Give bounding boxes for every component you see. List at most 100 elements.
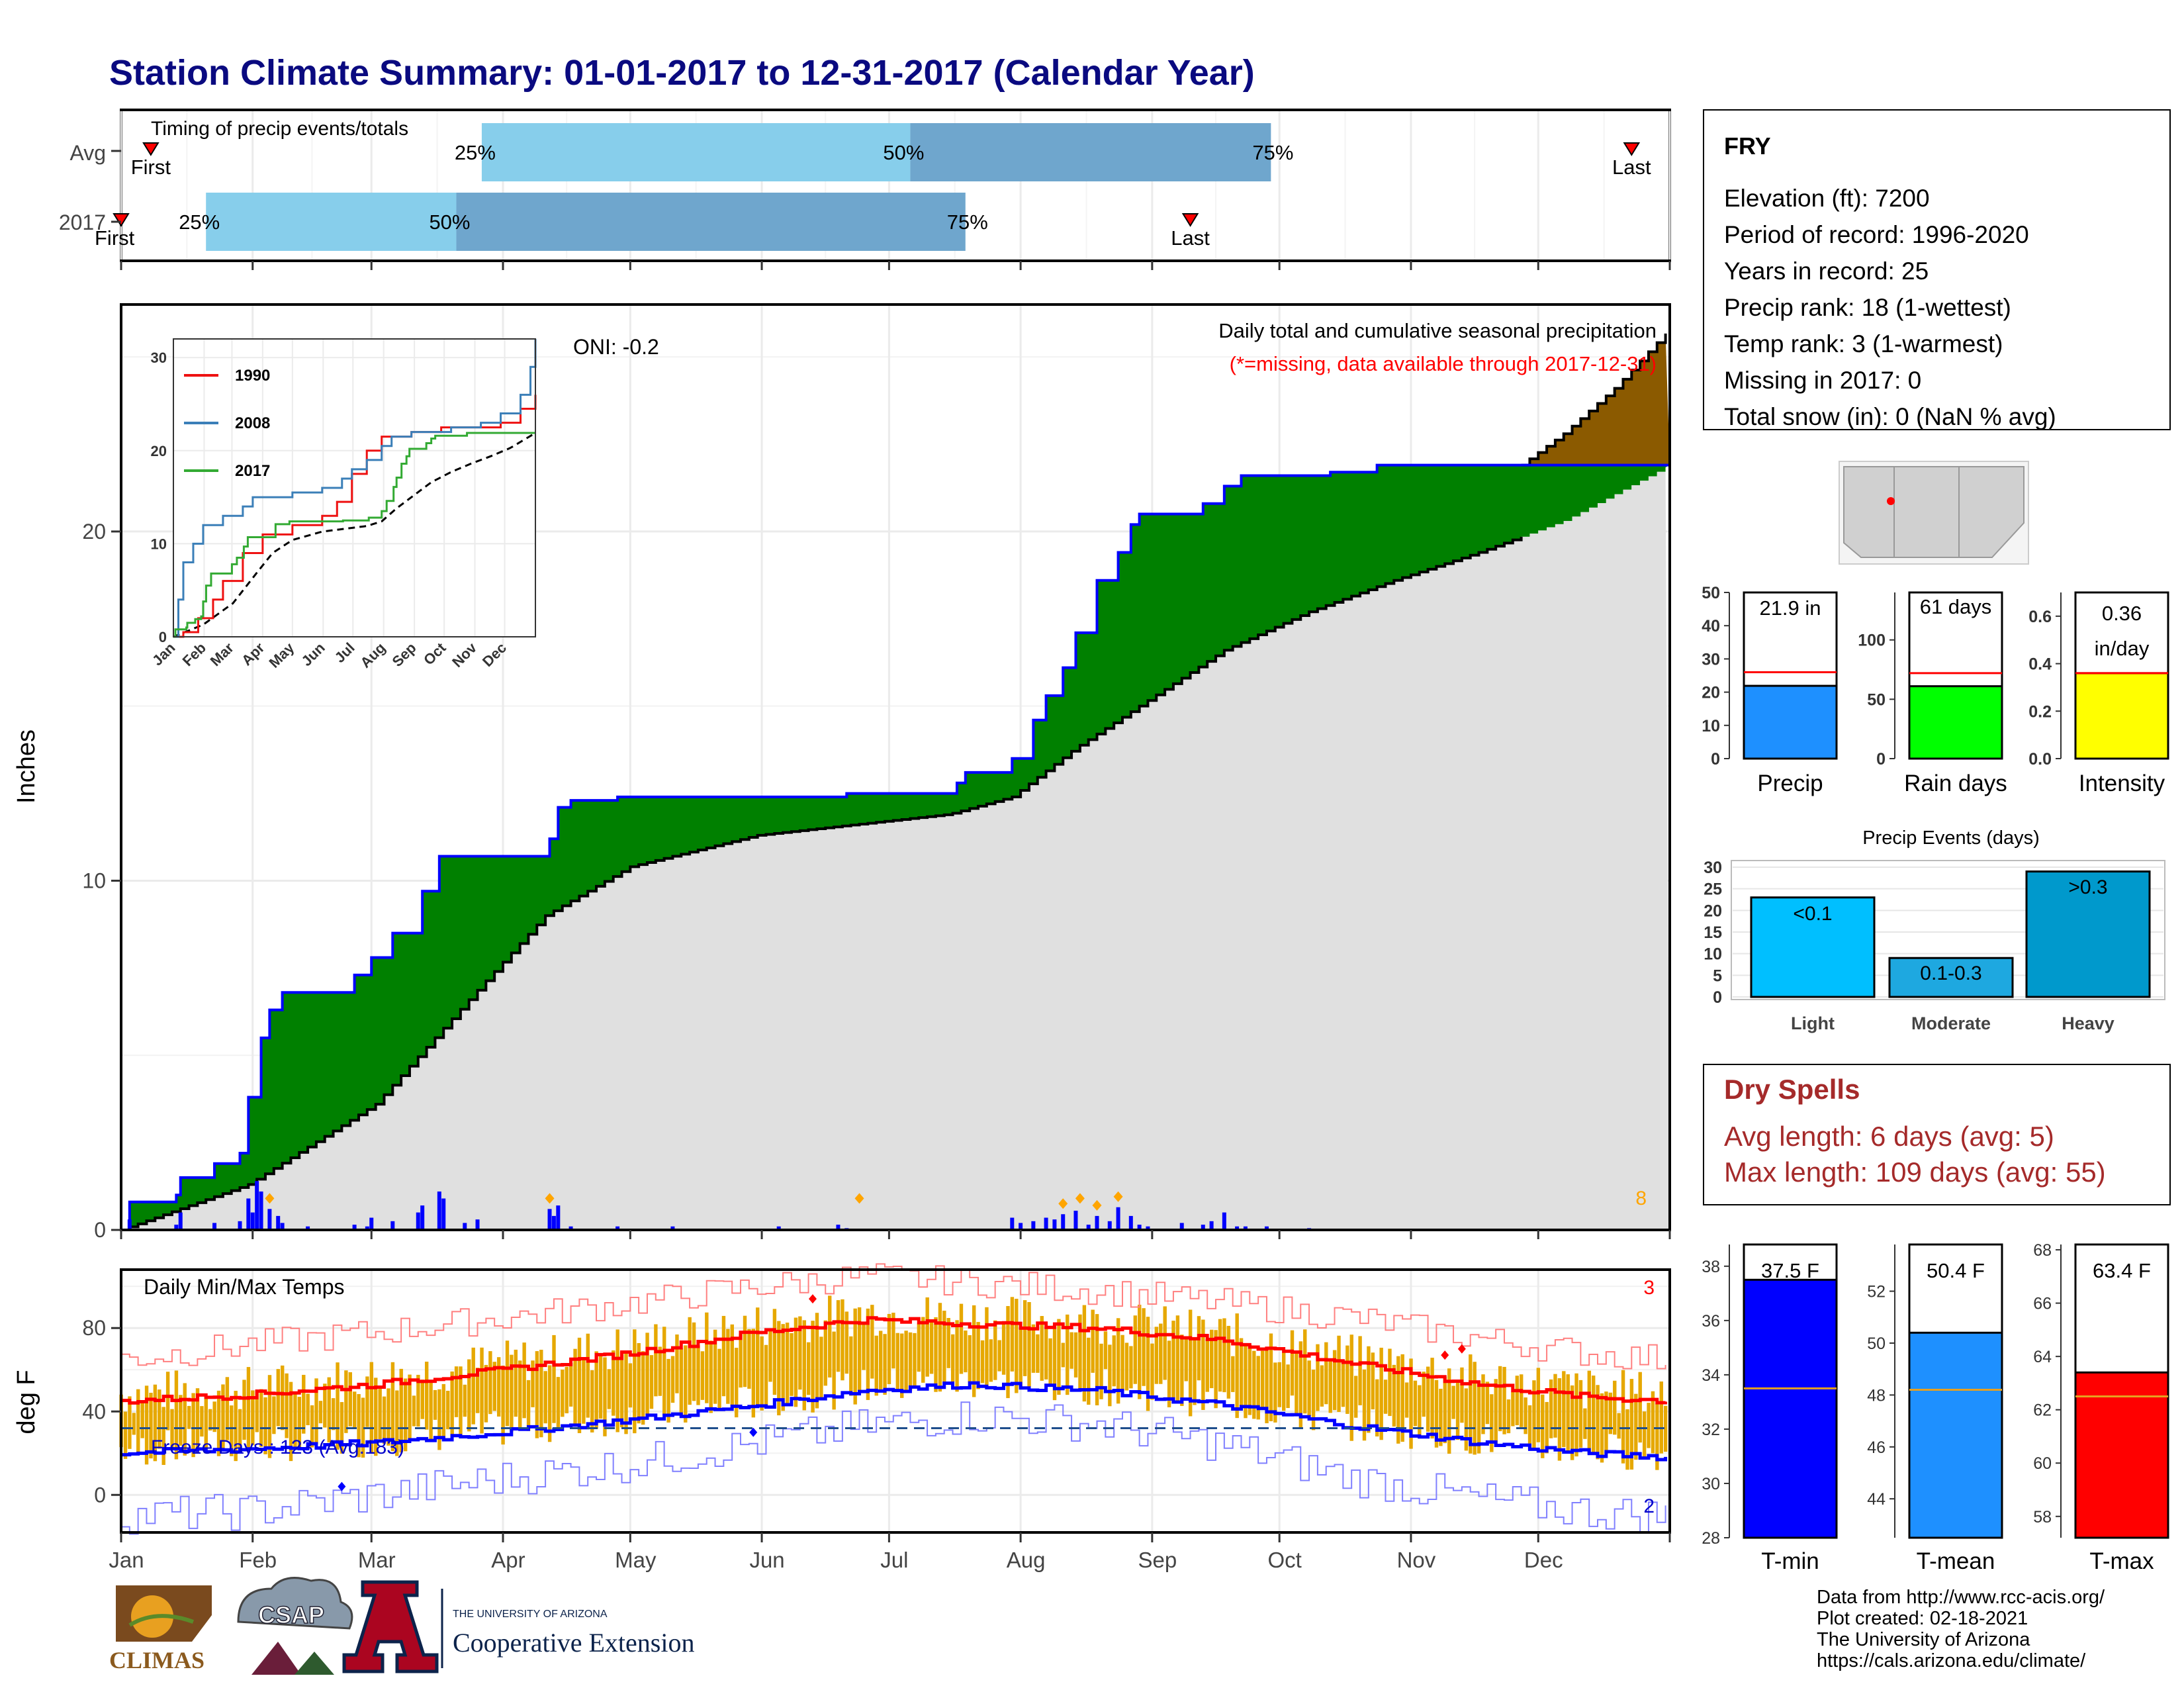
- daily-temp-range-bar: [1647, 1403, 1651, 1448]
- daily-temp-range-bar: [416, 1374, 420, 1427]
- figure-title: Station Climate Summary: 01-01-2017 to 1…: [109, 53, 1255, 93]
- daily-temp-range-bar: [590, 1370, 594, 1432]
- daily-temp-range-bar: [514, 1349, 518, 1417]
- daily-temp-range-bar: [467, 1359, 471, 1432]
- summary-0-tick-label: 0: [1711, 750, 1720, 769]
- daily-temp-range-bar: [149, 1392, 153, 1459]
- inset-frame: [173, 338, 536, 637]
- timing-x-ticks: [111, 150, 1671, 270]
- daily-temp-range-bar: [891, 1313, 895, 1369]
- month-tick-label: Nov: [1397, 1548, 1436, 1572]
- daily-temp-range-bar: [603, 1357, 607, 1436]
- daily-temp-range-bar: [705, 1312, 709, 1403]
- daily-temp-range-bar: [1222, 1318, 1226, 1393]
- daily-temp-range-bar: [1490, 1394, 1494, 1452]
- csap-logo-text: CSAP: [258, 1601, 324, 1628]
- month-tick-label: Jun: [749, 1548, 784, 1572]
- daily-temp-range-bar: [1120, 1335, 1124, 1391]
- daily-temp-range-bar: [633, 1329, 637, 1434]
- daily-temp-range-bar: [399, 1368, 403, 1453]
- daily-temp-range-bar: [734, 1348, 739, 1418]
- daily-temp-range-bar: [510, 1354, 514, 1432]
- daily-temp-range-bar: [429, 1382, 433, 1440]
- events-y-tick-label: 10: [1704, 945, 1722, 964]
- inset-average-line: [173, 433, 534, 638]
- record-high-count: 3: [1643, 1277, 1655, 1299]
- temp-summary-2-tick-label: 60: [2033, 1454, 2052, 1473]
- daily-precip-bar: [365, 1226, 369, 1230]
- summary-2-tick-label: 0.4: [2028, 655, 2052, 674]
- daily-temp-range-bar: [378, 1387, 382, 1439]
- daily-temp-range-bar: [390, 1362, 395, 1452]
- summary-precip-label: Precip: [1757, 771, 1823, 796]
- station-period: Period of record: 1996-2020: [1724, 221, 2029, 248]
- tmax-label: T-max: [2089, 1548, 2154, 1574]
- summary-1-tick-label: 100: [1858, 632, 1886, 650]
- daily-temp-range-bar: [658, 1346, 662, 1396]
- daily-temp-range-bar: [598, 1354, 603, 1419]
- summary-1-tick-label: 0: [1876, 750, 1886, 769]
- temp-summary-1-tick-label: 46: [1867, 1438, 1886, 1457]
- daily-precip-bar: [127, 1219, 132, 1230]
- daily-temp-range-bar: [921, 1317, 925, 1383]
- daily-temp-range-bar: [628, 1363, 633, 1408]
- daily-temp-range-bar: [302, 1374, 306, 1434]
- precip-highlight-marker: [1113, 1191, 1123, 1202]
- daily-precip-bar: [306, 1226, 310, 1230]
- daily-temp-range-bar: [306, 1393, 310, 1425]
- daily-temp-range-bar: [437, 1389, 441, 1450]
- daily-temp-range-bar: [1388, 1348, 1392, 1417]
- map-texas: [1958, 466, 2025, 558]
- daily-temp-range-bar: [577, 1337, 582, 1433]
- daily-temp-range-bar: [811, 1321, 815, 1413]
- daily-temp-range-bar: [1087, 1337, 1091, 1405]
- inset-series-line: [173, 339, 537, 638]
- daily-temp-range-bar: [310, 1405, 314, 1448]
- daily-temp-range-bar: [1154, 1327, 1159, 1384]
- daily-temp-range-bar: [968, 1335, 972, 1383]
- daily-temp-range-bar: [340, 1402, 344, 1454]
- daily-temp-range-bar: [1027, 1301, 1031, 1387]
- events-y-tick-label: 15: [1704, 923, 1722, 942]
- daily-precip-bar: [547, 1209, 552, 1230]
- temp-y-tick-label: 80: [82, 1316, 106, 1340]
- daily-temp-range-bar: [1099, 1343, 1103, 1399]
- precip-y-label: Inches: [13, 729, 40, 804]
- daily-temp-range-bar: [853, 1308, 857, 1405]
- daily-temp-range-bar: [408, 1374, 412, 1440]
- daily-temp-range-bar: [1214, 1330, 1218, 1409]
- daily-temp-range-bar: [433, 1389, 437, 1420]
- daily-temp-range-bar: [1345, 1345, 1349, 1414]
- summary-0-tick-label: 30: [1702, 650, 1720, 669]
- temp-summary-1-tick-label: 44: [1867, 1490, 1886, 1509]
- events-bars: 0 5 10 15 20 25 30: [1704, 859, 2163, 1007]
- daily-precip-bar: [836, 1225, 841, 1230]
- daily-temp-range-bar: [1015, 1298, 1019, 1393]
- daily-precip-bar: [255, 1181, 259, 1230]
- daily-temp-range-bar: [267, 1375, 272, 1458]
- daily-temp-range-bar: [1269, 1333, 1273, 1422]
- daily-temp-range-bar: [1273, 1362, 1277, 1423]
- summary-0-bar: [1743, 684, 1838, 760]
- daily-precip-bar: [390, 1221, 395, 1230]
- daily-temp-range-bar: [1553, 1374, 1557, 1438]
- daily-temp-range-bar: [1617, 1413, 1621, 1439]
- daily-precip-bar: [1128, 1215, 1133, 1230]
- daily-temp-range-bar: [289, 1382, 293, 1462]
- daily-temp-range-bar: [1371, 1352, 1375, 1410]
- daily-temp-range-bar: [1651, 1391, 1655, 1454]
- events-y-tick-label: 25: [1704, 880, 1722, 899]
- climas-logo-text: CLIMAS: [109, 1647, 205, 1673]
- daily-temp-range-bar: [484, 1364, 488, 1423]
- daily-temp-range-bar: [1634, 1393, 1638, 1460]
- daily-precip-bar: [463, 1223, 467, 1230]
- daily-temp-range-bar: [518, 1360, 522, 1429]
- daily-temp-range-bar: [993, 1320, 997, 1380]
- daily-temp-range-bar: [1091, 1309, 1095, 1373]
- daily-temp-range-bar: [1447, 1368, 1451, 1454]
- daily-temp-range-bar: [1316, 1344, 1320, 1411]
- station-total-snow: Total snow (in): 0 (NaN % avg): [1724, 403, 2056, 430]
- timing-last-label: Last: [1171, 226, 1210, 250]
- daily-temp-range-bar: [348, 1372, 352, 1427]
- daily-temp-range-bar: [1613, 1380, 1617, 1435]
